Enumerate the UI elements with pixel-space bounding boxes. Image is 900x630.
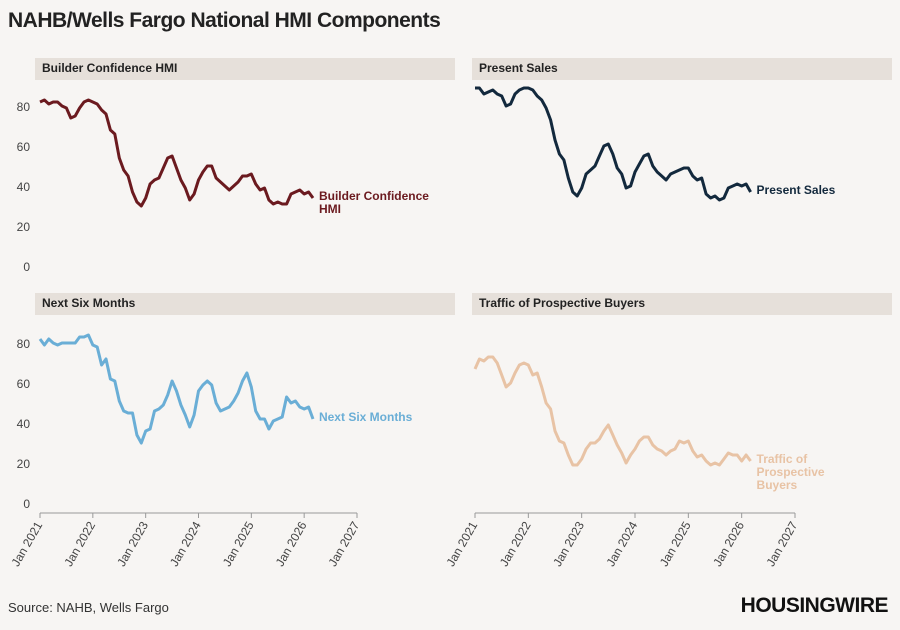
x-tick-label: Jan 2023 [550,519,587,569]
y-tick-label: 60 [17,377,31,391]
panel-header [472,58,892,80]
x-tick-label: Jan 2025 [657,519,694,569]
x-tick-label: Jan 2025 [220,519,257,569]
y-tick-label: 20 [17,457,31,471]
x-tick-label: Jan 2022 [497,519,534,569]
series-label: Present Sales [756,183,836,197]
series-label: Next Six Months [318,410,413,424]
data-line [473,355,752,467]
y-tick-label: 40 [17,417,31,431]
x-tick-label: Jan 2024 [604,519,641,569]
data-line [38,333,315,445]
panel-title: Builder Confidence HMI [42,61,177,75]
x-tick-label: Jan 2026 [710,519,747,569]
x-tick-label: Jan 2027 [764,519,801,569]
panel-title: Traffic of Prospective Buyers [479,296,645,310]
y-tick-label: 60 [17,140,31,154]
data-line [39,98,315,208]
y-tick-label: 0 [23,497,30,511]
x-tick-label: Jan 2024 [167,519,204,569]
x-tick-label: Jan 2022 [61,519,98,569]
x-tick-label: Jan 2023 [114,519,151,569]
series-label: Traffic of Prospective Buyers [756,452,825,492]
x-tick-label: Jan 2021 [444,519,481,569]
panel-title: Next Six Months [42,296,136,310]
y-tick-label: 40 [17,180,31,194]
series-label: Builder Confidence HMI [318,189,429,216]
y-tick-label: 20 [17,220,31,234]
x-tick-label: Jan 2027 [326,519,363,569]
panel-header [472,293,892,315]
y-tick-label: 0 [23,260,30,274]
x-tick-label: Jan 2026 [273,519,310,569]
panel-header [35,58,455,80]
source: Source: NAHB, Wells Fargo [8,600,169,615]
data-line [475,86,752,202]
y-tick-label: 80 [17,100,31,114]
y-tick-label: 80 [17,337,31,351]
brand-logo: HOUSINGWIRE [740,594,889,617]
x-tick-label: Jan 2021 [9,519,46,569]
page-title: NAHB/Wells Fargo National HMI Components [8,9,441,32]
panel-title: Present Sales [479,61,558,75]
panel-header [35,293,455,315]
